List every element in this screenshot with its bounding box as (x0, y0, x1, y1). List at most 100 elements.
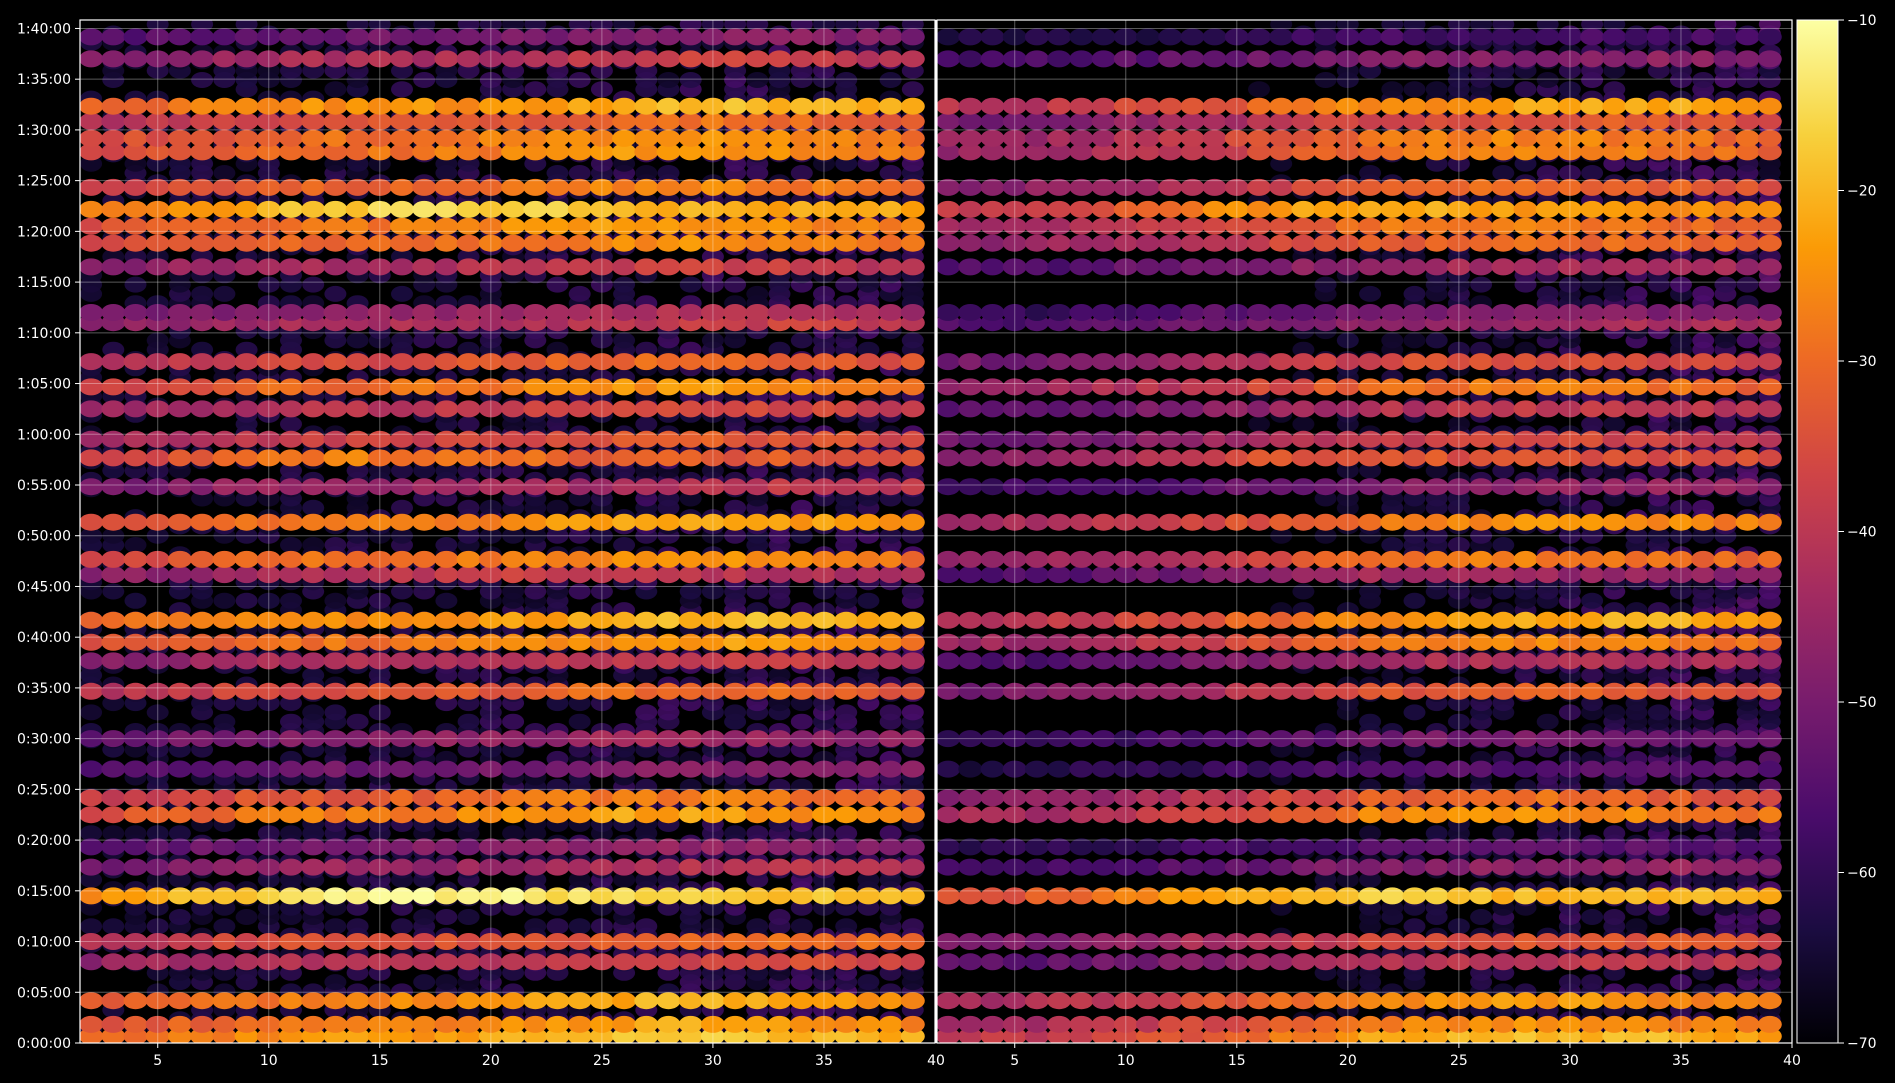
heat-cell-bg (1714, 20, 1737, 33)
heat-cell-bg (657, 165, 680, 181)
heat-cell (612, 887, 637, 905)
heat-cell (434, 304, 459, 321)
heat-cell-bg (346, 155, 369, 172)
heat-cell (834, 200, 859, 218)
heat-cell-bg (1670, 974, 1692, 991)
heat-cell (545, 50, 570, 68)
heat-cell (390, 478, 414, 496)
heat-cell-bg (1470, 583, 1493, 600)
heat-cell-bg (346, 713, 369, 730)
heat-cell (834, 858, 859, 876)
heat-cell (145, 682, 170, 700)
heat-cell (878, 178, 903, 196)
heat-cell (234, 28, 259, 46)
heat-cell (478, 682, 503, 700)
heat-cell (678, 652, 703, 670)
heat-cell-bg (790, 899, 813, 916)
heat-cell (545, 478, 570, 496)
heat-cell (301, 143, 326, 161)
heat-cell (789, 611, 814, 629)
heat-cell (612, 113, 637, 130)
heat-cell-bg (1647, 527, 1670, 544)
heat-cell (101, 513, 126, 531)
heat-cell (545, 97, 570, 115)
heat-cell (456, 400, 481, 418)
heat-cell (878, 400, 903, 418)
heat-cell-bg (657, 695, 680, 712)
heat-cell (212, 1015, 237, 1033)
heat-cell (123, 1015, 148, 1033)
heat-cell (390, 129, 414, 147)
heat-cell (345, 129, 370, 147)
heat-cell (834, 97, 859, 115)
heat-cell (367, 258, 392, 276)
heat-cell (523, 50, 548, 68)
heat-cell-bg (302, 499, 325, 516)
heat-cell (190, 1015, 215, 1033)
heat-cell-bg (679, 899, 702, 916)
heat-cell (900, 50, 925, 68)
heat-cell (567, 953, 592, 971)
heat-cell-bg (1625, 918, 1648, 935)
heat-cell (101, 430, 126, 448)
heat-cell-bg (613, 871, 636, 888)
heat-cell-bg (1359, 871, 1382, 888)
heat-cell-bg (1558, 81, 1581, 98)
heat-cell (856, 992, 881, 1010)
heat-cell-bg (568, 20, 591, 33)
heat-cell (167, 50, 192, 68)
heat-cell (745, 200, 770, 218)
heat-cell-bg (546, 918, 569, 935)
heat-cell (656, 513, 681, 531)
heat-cell (434, 143, 459, 161)
heat-cell-bg (724, 825, 747, 842)
heat-cell (634, 178, 659, 196)
heat-cell-bg (1403, 918, 1426, 935)
heat-cell (167, 449, 192, 467)
heat-cell-bg (568, 583, 591, 600)
heat-cell (390, 378, 414, 396)
heat-cell (612, 400, 637, 418)
heat-cell-bg (324, 974, 347, 991)
heat-cell-bg (213, 62, 236, 79)
heat-cell (812, 611, 836, 629)
heat-cell-bg (1558, 165, 1581, 181)
heat-cell-bg (1470, 276, 1493, 293)
heat-cell (390, 789, 414, 807)
heat-cell (900, 28, 925, 46)
heat-cell (367, 378, 392, 396)
heat-cell (190, 97, 215, 115)
heat-cell (412, 806, 437, 824)
heat-cell-bg (280, 825, 302, 842)
heat-cell-bg (1336, 332, 1359, 349)
heat-cell (390, 28, 414, 46)
heat-cell (812, 304, 836, 321)
heat-cell (345, 353, 370, 371)
heat-cell (190, 449, 215, 467)
heat-cell-bg (1447, 155, 1470, 172)
heat-cell (256, 838, 281, 856)
heat-cell-bg (1447, 695, 1470, 712)
heat-cell-bg (1670, 332, 1692, 349)
heat-cell (745, 953, 770, 971)
heat-cell (678, 789, 703, 807)
heat-cell-bg (146, 62, 169, 79)
heat-cell-bg (413, 909, 436, 925)
heat-cell (700, 992, 725, 1010)
heat-cell (101, 760, 126, 778)
heat-cell-bg (524, 871, 547, 888)
heat-cell (279, 838, 303, 856)
heat-cell-bg (324, 81, 347, 98)
heat-cell-bg (590, 20, 613, 33)
heat-cell (301, 887, 326, 905)
heat-cell-bg (80, 871, 103, 888)
heat-cell (478, 28, 503, 46)
heat-cell (900, 234, 925, 252)
heat-cell (678, 806, 703, 824)
heat-cell (900, 611, 925, 629)
heat-cell (700, 478, 725, 496)
heat-cell (834, 611, 859, 629)
heat-cell (212, 143, 237, 161)
heat-cell-bg (657, 72, 680, 88)
heat-cell-bg (746, 583, 769, 600)
